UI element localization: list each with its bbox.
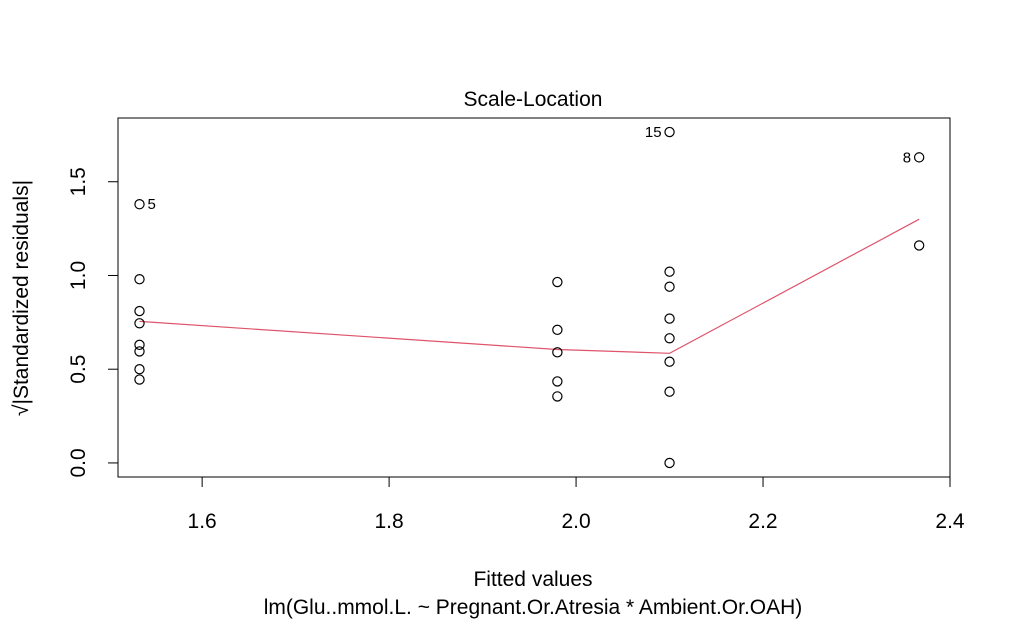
data-point [134,305,145,317]
y-tick-label: 0.5 [67,355,90,384]
data-point [552,376,563,387]
point-label: 5 [148,196,156,213]
x-tick-label: 2.2 [748,510,777,533]
point-label: 8 [903,149,911,166]
data-point [134,339,145,351]
x-axis: 1.6 1.8 2.0 2.2 2.4 [188,476,965,533]
data-point [134,346,145,357]
data-point [134,199,145,210]
y-tick-label: 1.0 [67,261,90,290]
data-point [664,356,675,367]
x-tick-label: 1.8 [374,510,403,533]
chart-title: Scale-Location [464,88,603,111]
data-point [664,281,675,292]
data-point [134,364,145,375]
data-point [664,126,675,138]
data-point [552,324,563,336]
data-point [552,391,563,402]
point-label: 15 [645,124,662,141]
x-tick-label: 2.4 [935,510,965,533]
smooth-line [139,218,920,354]
x-tick-label: 1.6 [188,510,217,533]
data-point [913,152,925,163]
data-point [664,266,675,277]
point-labels-group: 5 15 8 [148,124,912,213]
data-point [664,333,675,344]
y-axis: 0.0 0.5 1.0 1.5 [67,167,119,478]
data-point [134,274,145,285]
data-point [664,386,675,397]
data-point [664,457,675,469]
points-group [134,126,925,469]
data-point [913,240,925,251]
smooth-line-group [139,218,920,354]
chart-subtitle: lm(Glu..mmol.L. ~ Pregnant.Or.Atresia * … [264,596,803,619]
data-point [552,347,563,358]
data-point [664,313,675,324]
data-point [134,318,145,329]
y-tick-label: 1.5 [67,167,90,196]
data-point [134,374,145,385]
x-tick-label: 2.0 [561,510,590,533]
data-point [552,276,563,288]
x-axis-label: Fitted values [473,568,592,591]
y-axis-label: √|Standardized residuals| [10,180,33,416]
y-tick-label: 0.0 [67,448,90,477]
